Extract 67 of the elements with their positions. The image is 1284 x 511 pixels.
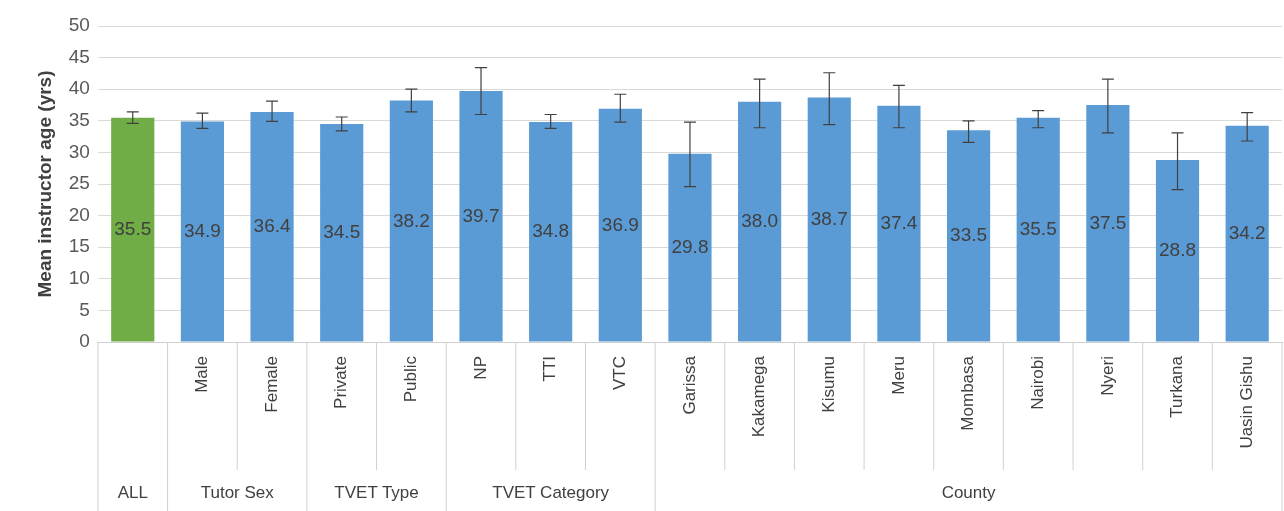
bar [738, 101, 782, 342]
data-label: 38.2 [392, 209, 430, 231]
bar [1155, 159, 1200, 342]
data-label: 38.0 [741, 210, 779, 232]
x-tick-label: Kakamega [749, 355, 769, 438]
y-tick-label: 10 [68, 267, 90, 289]
bar [668, 153, 712, 342]
text: TVET Type [334, 482, 419, 502]
bar [250, 111, 294, 342]
x-tick-label: Mombasa [958, 355, 978, 431]
data-label: 34.9 [183, 219, 221, 241]
bar [807, 97, 851, 342]
bar [1086, 105, 1130, 342]
x-tick-label: NP [470, 356, 490, 380]
x-tick-label: Meru [888, 356, 908, 395]
y-tick-label: 35 [68, 109, 90, 131]
data-label: 34.5 [323, 221, 361, 243]
x-tick-label: Male [192, 356, 212, 393]
y-tick-label: 15 [68, 235, 90, 257]
data-label: 28.8 [1159, 239, 1197, 261]
data-label: 38.7 [810, 207, 848, 229]
data-label: 33.5 [950, 224, 988, 246]
x-tick-label: Private [331, 356, 351, 409]
text: ALL [117, 482, 148, 502]
data-label: 36.4 [253, 215, 291, 237]
text: TVET Category [492, 482, 610, 502]
x-tick-label: TTI [540, 356, 560, 382]
bar [1016, 117, 1060, 342]
x-tick-label: Garissa [679, 355, 699, 415]
data-label: 29.8 [671, 236, 709, 258]
x-tick-label: Public [401, 355, 421, 403]
y-tick-label: 20 [68, 203, 90, 225]
y-tick-label: 50 [68, 14, 90, 36]
x-tick-label: Kisumu [818, 356, 838, 413]
bar [598, 108, 642, 342]
y-axis-title: Mean instructor age (yrs) [33, 70, 55, 298]
data-label: 35.5 [114, 218, 152, 240]
x-tick-label: Uasin Gishu [1236, 356, 1256, 449]
x-tick-label: Nairobi [1027, 356, 1047, 410]
bar [946, 130, 991, 342]
x-tick-label: VTC [610, 356, 629, 390]
y-tick-label: 5 [79, 298, 90, 320]
data-label: 34.8 [532, 220, 570, 242]
y-tick-label: 45 [68, 45, 90, 67]
data-label: 35.5 [1019, 218, 1057, 240]
bar [459, 91, 503, 342]
bar [389, 100, 433, 342]
data-label: 39.7 [462, 204, 500, 226]
x-tick-label: Nyeri [1097, 356, 1117, 396]
y-tick-label: 30 [68, 140, 90, 162]
x-tick-label: Female [261, 356, 281, 413]
text: County [941, 482, 996, 502]
data-label: 34.2 [1228, 222, 1266, 244]
y-tick-label: 0 [79, 330, 90, 352]
y-tick-label: 25 [68, 172, 90, 194]
data-label: 36.9 [601, 213, 639, 235]
bar [180, 121, 224, 342]
bar [877, 105, 921, 342]
data-label: 37.5 [1089, 211, 1127, 233]
data-label: 37.4 [880, 212, 918, 234]
bar [1225, 125, 1269, 342]
text: Tutor Sex [200, 482, 275, 502]
bar [111, 117, 155, 342]
bar [320, 123, 364, 342]
x-tick-label: Turkana [1167, 355, 1187, 418]
y-tick-label: 40 [68, 77, 90, 99]
bar [529, 122, 573, 342]
